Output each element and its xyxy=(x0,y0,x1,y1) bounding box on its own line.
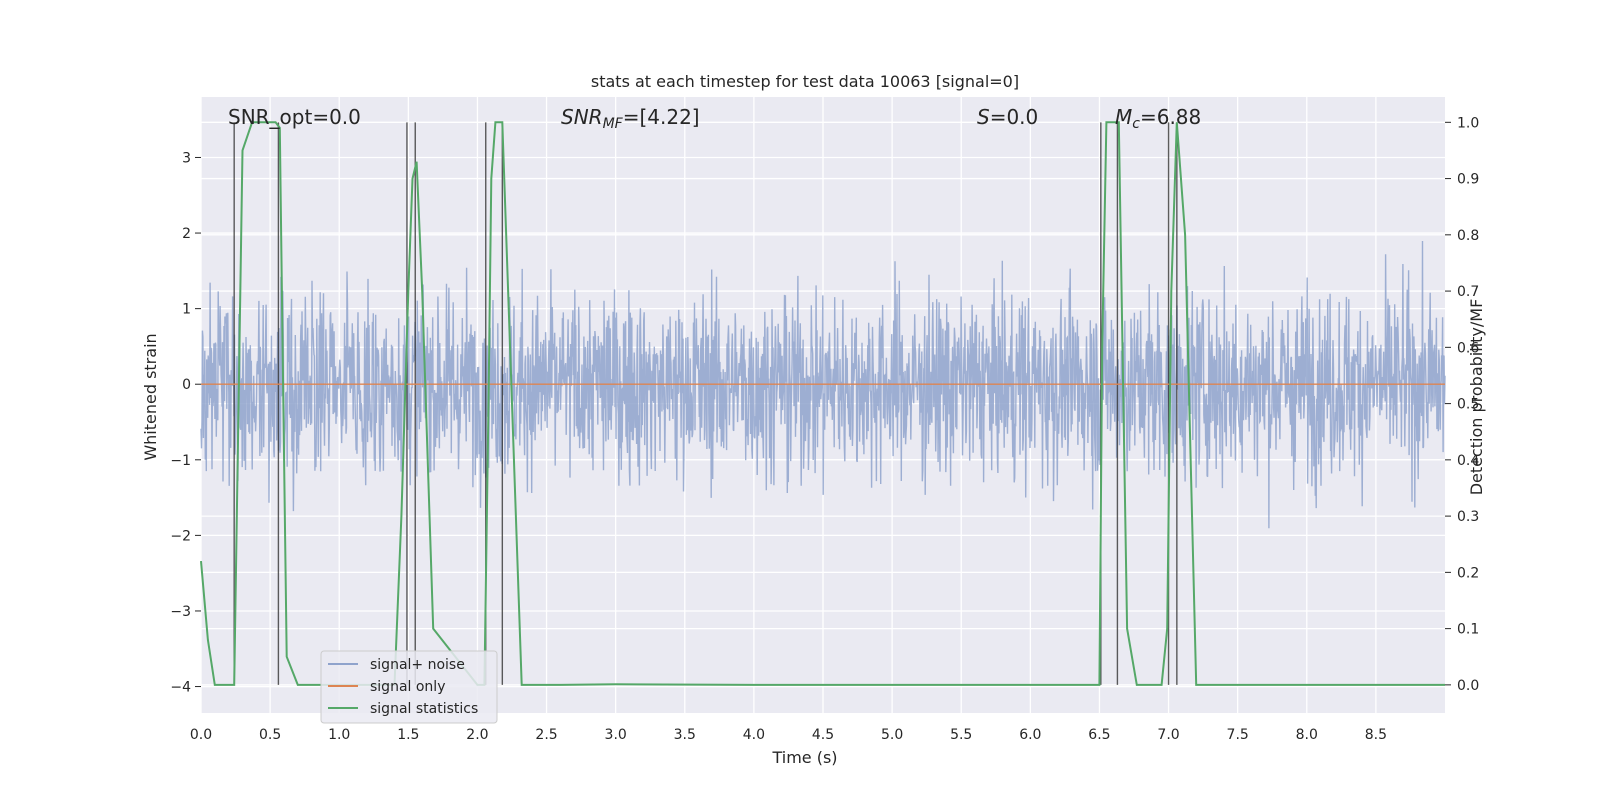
y-right-axis-ticks: 1.0 0.9 0.8 0.7 0.6 0.5 0.4 0.3 0.2 0.1 0.0 xyxy=(1445,115,1479,694)
chart-title: stats at each timestep for test data 100… xyxy=(591,72,1019,91)
annotation-snr-mf-main: SNR xyxy=(561,105,603,129)
y-right-tick-label: 0.7 xyxy=(1457,284,1479,300)
x-tick-label: 1.5 xyxy=(397,727,419,743)
y-right-tick-label: 0.8 xyxy=(1457,228,1479,244)
x-tick-label: 5.0 xyxy=(881,727,903,743)
x-tick-label: 7.5 xyxy=(1227,727,1249,743)
annotation-snr-mf-value: =[4.22] xyxy=(623,105,700,129)
y-right-tick-label: 0.0 xyxy=(1457,678,1479,694)
annotation-snr-mf-sub: MF xyxy=(603,116,624,132)
y-right-tick-label: 0.9 xyxy=(1457,172,1479,188)
x-tick-label: 2.5 xyxy=(535,727,557,743)
y-right-axis-label: Detection probability/MF xyxy=(1467,299,1486,496)
x-tick-label: 8.5 xyxy=(1365,727,1387,743)
annotation-s-main: S xyxy=(977,105,990,129)
legend-label-signal-noise: signal+ noise xyxy=(370,657,465,673)
y-tick-label: −2 xyxy=(170,528,191,544)
legend-label-signal-only: signal only xyxy=(370,679,445,695)
annotation-snr-mf: SNRMF=[4.22] xyxy=(561,105,700,132)
y-tick-label: 1 xyxy=(182,302,191,318)
y-axis-ticks: 3 2 1 0 −1 −2 −3 −4 xyxy=(170,150,201,696)
x-tick-label: 3.5 xyxy=(674,727,696,743)
x-tick-label: 2.0 xyxy=(466,727,488,743)
x-tick-label: 3.0 xyxy=(605,727,627,743)
series-signal-noise xyxy=(200,240,1446,529)
signal-statistics-line xyxy=(200,121,1445,686)
x-tick-label: 7.0 xyxy=(1157,727,1179,743)
y-tick-label: −4 xyxy=(170,680,191,696)
annotation-mc-value: =6.88 xyxy=(1140,105,1201,129)
legend: signal+ noise signal only signal statist… xyxy=(320,650,498,724)
annotation-mc-sub: c xyxy=(1132,116,1140,132)
series-signal-statistics xyxy=(200,121,1445,686)
legend-box xyxy=(320,650,498,724)
annotation-s-value: =0.0 xyxy=(990,105,1039,129)
y-tick-label: −1 xyxy=(170,453,191,469)
y-tick-label: 0 xyxy=(182,377,191,393)
y-tick-label: 3 xyxy=(182,150,191,166)
y-right-tick-label: 0.2 xyxy=(1457,565,1479,581)
y-tick-label: −3 xyxy=(170,604,191,620)
y-right-tick-label: 0.4 xyxy=(1457,453,1479,469)
x-tick-label: 6.5 xyxy=(1088,727,1110,743)
x-tick-label: 6.0 xyxy=(1019,727,1041,743)
x-tick-label: 4.5 xyxy=(812,727,834,743)
x-tick-label: 0.0 xyxy=(190,727,212,743)
y-right-tick-label: 0.3 xyxy=(1457,509,1479,525)
x-tick-label: 1.0 xyxy=(328,727,350,743)
legend-label-signal-statistics: signal statistics xyxy=(370,701,478,717)
signal-noise-line xyxy=(200,240,1446,529)
annotation-snr-opt: SNR_opt=0.0 xyxy=(228,105,361,129)
y-right-tick-label: 0.6 xyxy=(1457,340,1479,356)
x-tick-label: 8.0 xyxy=(1296,727,1318,743)
x-tick-label: 0.5 xyxy=(259,727,281,743)
annotation-mc-main: M xyxy=(1115,105,1132,129)
y-right-tick-label: 0.5 xyxy=(1457,397,1479,413)
annotation-mc: Mc=6.88 xyxy=(1115,105,1201,132)
annotation-s: S=0.0 xyxy=(977,105,1038,129)
y-axis-label: Whitened strain xyxy=(141,333,160,460)
x-axis-label: Time (s) xyxy=(771,748,837,767)
x-tick-label: 5.5 xyxy=(950,727,972,743)
y-right-tick-label: 1.0 xyxy=(1457,115,1479,131)
y-right-tick-label: 0.1 xyxy=(1457,622,1479,638)
x-axis-ticks: 0.0 0.5 1.0 1.5 2.0 2.5 3.0 3.5 4.0 4.5 5.0 5.5 6.0 6… xyxy=(190,727,1387,743)
y-tick-label: 2 xyxy=(182,226,191,242)
x-tick-label: 4.0 xyxy=(743,727,765,743)
